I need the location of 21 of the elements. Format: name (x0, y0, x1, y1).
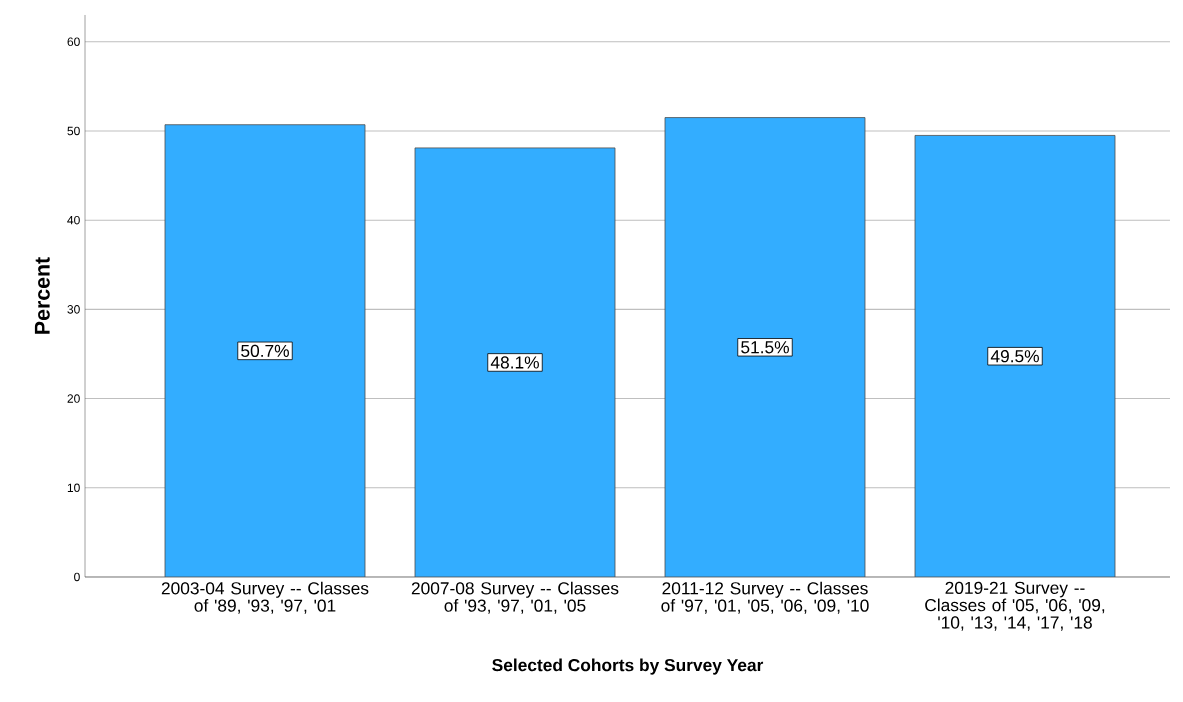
y-tick-label: 10 (67, 483, 80, 493)
bar (914, 135, 1116, 577)
data-label: 49.5% (990, 350, 1039, 363)
y-tick-label: 0 (74, 572, 80, 582)
y-axis-title: Percent (34, 257, 50, 334)
bar (664, 117, 866, 577)
y-tick-label: 50 (67, 126, 80, 136)
x-tick-label: 2019-21 Survey -- Classes of '05, '06, '09, '10, '13, '14, '17, '18 (925, 581, 1105, 631)
data-label: 48.1% (490, 356, 539, 369)
x-axis-title: Selected Cohorts by Survey Year (492, 658, 764, 675)
x-tick-label: 2003-04 Survey -- Classes of '89, '93, '97, '01 (161, 581, 369, 614)
y-tick-label: 40 (67, 215, 80, 225)
y-tick-label: 60 (67, 37, 80, 47)
x-tick-label: 2011-12 Survey -- Classes of '97, '01, '05, '06, '09, '10 (661, 581, 869, 614)
data-label: 50.7% (241, 344, 289, 357)
bar (414, 147, 616, 577)
bar (164, 124, 366, 577)
y-tick-label: 30 (67, 305, 80, 314)
y-tick-label: 20 (67, 394, 80, 403)
data-label: 51.5% (741, 341, 789, 354)
x-tick-label: 2007-08 Survey -- Classes of '93, '97, '01, '05 (411, 581, 619, 614)
